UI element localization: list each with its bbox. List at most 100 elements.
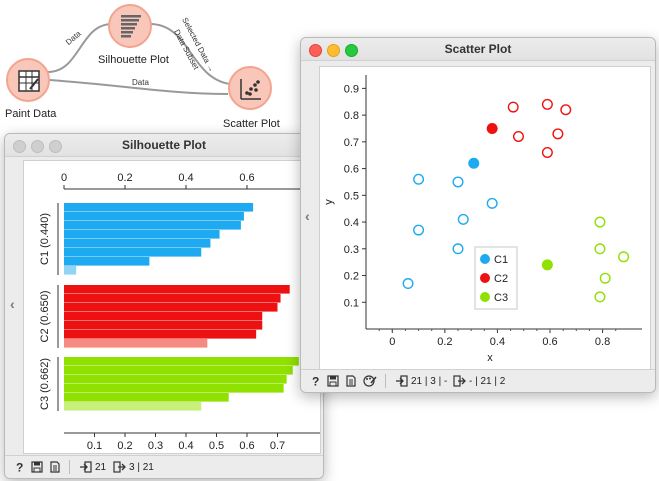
scatter-statusbar: ? 21 | 3 | - — [301, 369, 655, 392]
bottom-axis-tick-label: 0.6 — [239, 440, 254, 452]
node-label-paint-data: Paint Data — [5, 108, 57, 120]
close-button[interactable] — [309, 44, 322, 57]
silhouette-plot-area[interactable]: 0 0.2 0.4 0.6 0.1 0.2 0.3 0.4 0.5 0.6 0.7 C1 (0.440… — [23, 160, 321, 454]
silhouette-bar — [64, 248, 202, 257]
scatter-point-c1 — [402, 278, 414, 290]
silhouette-bar — [64, 294, 281, 303]
visual-settings-icon[interactable] — [363, 375, 377, 387]
zoom-button[interactable] — [49, 140, 62, 153]
y-axis-tick-label: 0.8 — [344, 110, 359, 122]
node-label-silhouette-plot: Silhouette Plot — [98, 54, 169, 66]
scatter-plot-area[interactable]: 0.1 0.2 0.3 0.4 0.5 0.6 0.7 0.8 0.9 0 0.2 0.4 0.6 0.8… — [319, 66, 651, 370]
y-axis-tick-label: 0.6 — [344, 164, 359, 176]
scatter-point-c3 — [594, 216, 606, 228]
paint-data-icon — [18, 70, 40, 92]
link-label-paint-to-scatter: Data — [132, 78, 149, 87]
scatter-point-c3 — [594, 291, 606, 303]
help-icon[interactable]: ? — [13, 461, 25, 473]
node-silhouette-plot[interactable] — [108, 4, 152, 48]
svg-text:?: ? — [16, 461, 23, 473]
output-summary: - | 21 | 2 — [469, 376, 506, 387]
silhouette-bar — [64, 366, 293, 375]
silhouette-statusbar: ? 21 3 | 21 — [5, 455, 323, 478]
top-axis-tick-label: 0.2 — [117, 172, 132, 184]
top-axis-tick-label: 0.4 — [178, 172, 193, 184]
silhouette-window-title: Silhouette Plot — [122, 138, 206, 152]
link-paint-to-silhouette — [47, 23, 113, 73]
scatter-point-c2 — [552, 128, 564, 140]
scatter-point-c1 — [413, 173, 425, 185]
scatter-titlebar[interactable]: Scatter Plot — [301, 38, 655, 61]
silhouette-bar — [64, 285, 290, 294]
scatter-point-c2 — [541, 98, 553, 110]
x-axis-tick-label: 0.2 — [437, 336, 452, 348]
silhouette-bar — [64, 230, 220, 239]
silhouette-bar — [64, 330, 257, 339]
silhouette-chart[interactable]: 0 0.2 0.4 0.6 0.1 0.2 0.3 0.4 0.5 0.6 0.7 C1 (0.440… — [24, 161, 320, 453]
report-icon[interactable] — [345, 375, 357, 387]
y-axis-tick-label: 0.1 — [344, 297, 359, 309]
bottom-axis-tick-label: 0.7 — [270, 440, 285, 452]
bottom-axis-tick-label: 0.4 — [178, 440, 193, 452]
silhouette-bar — [64, 321, 263, 330]
scatter-expand-arrow[interactable]: ‹ — [305, 208, 310, 224]
scatter-plot-icon — [240, 79, 261, 100]
report-icon[interactable] — [49, 461, 61, 473]
x-axis-tick-label: 0.4 — [490, 336, 505, 348]
legend-marker-c2 — [480, 273, 490, 283]
silhouette-titlebar[interactable]: Silhouette Plot — [5, 134, 323, 157]
save-icon[interactable] — [327, 375, 339, 387]
statusbar-separator — [69, 460, 70, 474]
scatter-point-c3 — [599, 272, 611, 284]
silhouette-bar — [64, 393, 229, 402]
node-paint-data[interactable] — [6, 58, 50, 102]
silhouette-window[interactable]: Silhouette Plot ‹ 0 0.2 0.4 0.6 0.1 0.2 0.3 0.4… — [4, 133, 324, 479]
x-axis-tick-label: 0 — [389, 336, 395, 348]
scatter-chart[interactable]: 0.1 0.2 0.3 0.4 0.5 0.6 0.7 0.8 0.9 0 0.2 0.4 0.6 0.8… — [320, 67, 650, 369]
y-axis-tick-label: 0.7 — [344, 137, 359, 149]
close-button[interactable] — [13, 140, 26, 153]
silhouette-expand-arrow[interactable]: ‹ — [10, 296, 15, 312]
scatter-point-c1 — [452, 243, 464, 255]
legend-label-c3: C3 — [494, 292, 508, 304]
save-icon[interactable] — [31, 461, 43, 473]
scatter-point-c1 — [457, 213, 469, 225]
minimize-button[interactable] — [31, 140, 44, 153]
input-summary: 21 | 3 | - — [411, 376, 448, 387]
legend-label-c1: C1 — [494, 254, 508, 266]
top-axis-tick-label: 0 — [61, 172, 67, 184]
silhouette-bar — [64, 221, 241, 230]
link-paint-to-scatter — [49, 79, 229, 95]
scatter-point-c1 — [468, 157, 480, 169]
cluster-label: C2 (0.650) — [39, 291, 51, 343]
node-scatter-plot[interactable] — [228, 66, 272, 110]
scatter-window[interactable]: Scatter Plot ‹ 0.1 0.2 0.3 0.4 0.5 0.6 0.7 0.8 0… — [300, 37, 656, 393]
silhouette-bar — [64, 239, 211, 248]
link-silhouette-to-scatter — [149, 23, 231, 85]
silhouette-bar — [64, 312, 263, 321]
scatter-point-c1 — [413, 224, 425, 236]
silhouette-bar — [64, 303, 278, 312]
workflow-links — [47, 23, 231, 95]
silhouette-plot-icon — [121, 15, 141, 38]
scatter-window-title: Scatter Plot — [444, 42, 512, 56]
minimize-button[interactable] — [327, 44, 340, 57]
y-axis-tick-label: 0.2 — [344, 271, 359, 283]
legend-marker-c3 — [480, 292, 490, 302]
legend: C1 C2 C3 — [474, 246, 518, 310]
zoom-button[interactable] — [345, 44, 358, 57]
svg-text:?: ? — [312, 375, 319, 387]
bottom-axis-tick-label: 0.3 — [148, 440, 163, 452]
scatter-point-c3 — [618, 251, 630, 263]
help-icon[interactable]: ? — [309, 375, 321, 387]
input-icon — [80, 461, 92, 473]
silhouette-bar — [64, 212, 244, 221]
output-icon — [113, 461, 126, 473]
silhouette-bar — [64, 357, 299, 366]
scatter-point-c3 — [594, 243, 606, 255]
silhouette-bar — [64, 266, 77, 275]
input-icon — [396, 375, 408, 387]
top-axis-tick-label: 0.6 — [239, 172, 254, 184]
output-count: 3 | 21 — [129, 462, 154, 473]
